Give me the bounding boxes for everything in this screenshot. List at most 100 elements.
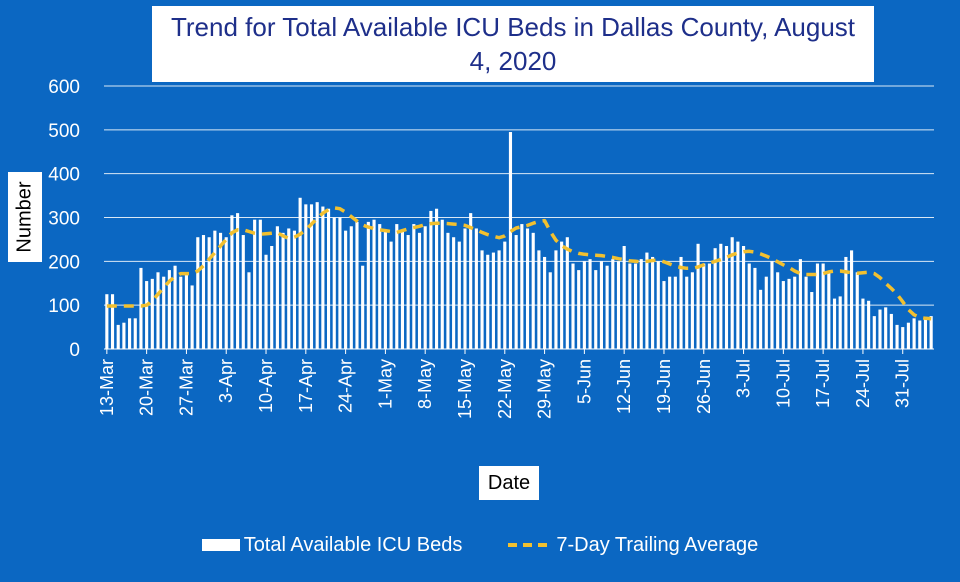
x-tick-label-17-Jul: 17-Jul: [813, 359, 833, 408]
bar-4: [128, 318, 132, 349]
bar-8: [150, 278, 154, 349]
bar-73: [520, 224, 524, 349]
bar-61: [452, 237, 456, 349]
bar-112: [741, 245, 746, 349]
bar-41: [338, 217, 342, 349]
gridlines: [104, 85, 934, 350]
x-axis-label: Date: [479, 466, 539, 500]
y-axis: 0 100 200 300 400 500 600: [48, 77, 80, 361]
x-tick-label-13-Mar: 13-Mar: [97, 359, 117, 416]
bar-18: [207, 237, 211, 349]
bar-2: [116, 324, 120, 349]
trailing-average-line: [106, 206, 932, 321]
bar-37: [315, 202, 319, 349]
bar-21: [224, 237, 228, 349]
bar-54: [412, 224, 416, 349]
y-tick-label-500: 500: [48, 121, 80, 142]
bar-101: [679, 256, 683, 349]
bar-117: [770, 261, 774, 349]
bar-111: [736, 241, 740, 349]
bar-99: [668, 276, 672, 349]
x-axis: 13-Mar 20-Mar 27-Mar 3-Apr 10-Apr 17-Apr 24-Ap…: [97, 348, 934, 419]
x-tick-label-8-May: 8-May: [415, 359, 435, 409]
bar-94: [639, 259, 643, 349]
bar-120: [787, 278, 791, 349]
bar-23: [236, 213, 240, 349]
bar-76: [537, 250, 541, 349]
bar-102: [685, 276, 689, 349]
bar-86: [594, 270, 598, 349]
bar-109: [724, 245, 729, 349]
bar-63: [463, 228, 467, 349]
bar-42: [344, 230, 348, 349]
y-tick-label-200: 200: [48, 252, 80, 273]
bar-127: [827, 272, 831, 349]
bar-113: [747, 263, 751, 349]
bar-92: [628, 263, 632, 349]
bar-133: [861, 298, 865, 349]
bar-56: [423, 226, 427, 349]
bar-93: [633, 263, 638, 349]
bar-69: [497, 250, 501, 349]
legend-swatch-bars: [201, 539, 240, 551]
legend-item-line: 7-Day Trailing Average: [506, 534, 758, 557]
bar-139: [895, 324, 899, 349]
x-tick-label-24-Jul: 24-Jul: [853, 359, 873, 408]
bar-104: [696, 243, 700, 349]
x-tick-label-20-Mar: 20-Mar: [137, 359, 157, 416]
y-tick-label-0: 0: [69, 340, 80, 361]
y-tick-label-600: 600: [48, 77, 80, 98]
bar-1: [110, 294, 115, 349]
bar-87: [599, 261, 603, 349]
bar-40: [332, 217, 336, 349]
bar-85: [588, 259, 592, 349]
bar-14: [184, 272, 188, 349]
bar-125: [815, 263, 820, 349]
bar-59: [440, 219, 444, 349]
bar-26: [253, 219, 257, 349]
bar-72: [514, 235, 518, 349]
bar-110: [730, 237, 734, 349]
bar-55: [417, 232, 422, 349]
bar-119: [781, 281, 785, 349]
bar-24: [241, 235, 245, 349]
bar-77: [543, 256, 547, 349]
bar-108: [719, 243, 723, 349]
bar-50: [389, 241, 393, 349]
bar-98: [662, 281, 666, 349]
bar-130: [844, 256, 848, 349]
bar-34: [298, 197, 302, 349]
bar-105: [702, 263, 706, 349]
bar-107: [713, 248, 717, 349]
bar-106: [707, 263, 712, 349]
bar-68: [491, 252, 495, 349]
bar-144: [923, 318, 928, 349]
bar-75: [531, 232, 535, 349]
x-tick-label-5-Jun: 5-Jun: [574, 359, 594, 404]
x-tick-label-1-May: 1-May: [375, 359, 395, 409]
x-tick-label-19-Jun: 19-Jun: [654, 359, 674, 414]
bar-3: [122, 322, 126, 349]
bar-66: [480, 250, 484, 349]
bar-5: [133, 318, 137, 349]
bar-60: [446, 232, 450, 349]
bar-81: [565, 237, 569, 349]
bar-78: [548, 272, 552, 349]
x-tick-label-29-May: 29-May: [535, 359, 555, 419]
bar-13: [179, 276, 183, 349]
bar-79: [554, 250, 558, 349]
legend-label-bars: Total Available ICU Beds: [243, 533, 463, 556]
bar-115: [759, 289, 763, 349]
x-tick-label-22-May: 22-May: [495, 359, 515, 419]
bar-95: [645, 252, 649, 349]
bar-84: [582, 261, 586, 349]
chart-title: Trend for Total Available ICU Beds in Da…: [152, 6, 874, 82]
x-tick-label-12-Jun: 12-Jun: [614, 359, 634, 414]
bar-27: [258, 219, 262, 349]
bar-145: [929, 316, 933, 349]
bar-20: [218, 232, 223, 349]
bar-36: [309, 204, 314, 349]
bar-16: [196, 237, 200, 349]
bar-30: [275, 226, 279, 349]
bar-103: [690, 272, 694, 349]
